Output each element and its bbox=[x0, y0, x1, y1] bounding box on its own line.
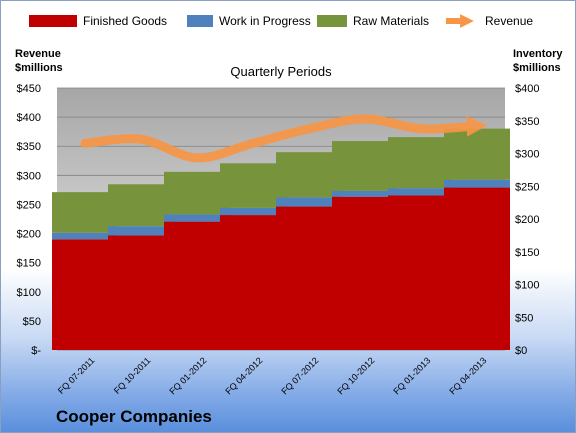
left-axis-title-line2: $millions bbox=[15, 62, 63, 74]
legend: Finished Goods Work in Progress Raw Mate… bbox=[29, 14, 533, 28]
right-tick-label: $400 bbox=[515, 83, 539, 95]
bar-finished-goods bbox=[444, 187, 510, 350]
chart-title: Quarterly Periods bbox=[230, 64, 332, 79]
legend-label-raw-materials: Raw Materials bbox=[353, 14, 429, 28]
revenue-line-path bbox=[80, 114, 488, 163]
bar-finished-goods bbox=[164, 221, 230, 350]
bar-work-in-progress bbox=[108, 226, 174, 236]
bar-finished-goods bbox=[332, 196, 398, 350]
left-tick-label: $350 bbox=[17, 141, 41, 153]
left-tick-label: $400 bbox=[17, 112, 41, 124]
right-tick-label: $300 bbox=[515, 149, 539, 161]
legend-swatch-finished-goods bbox=[29, 15, 77, 27]
legend-swatch-work-in-progress bbox=[187, 15, 213, 27]
bar-raw-materials bbox=[444, 128, 510, 180]
x-tick-label: FQ 07-2011 bbox=[56, 355, 97, 396]
right-tick-label: $250 bbox=[515, 181, 539, 193]
bar-raw-materials bbox=[276, 152, 342, 198]
x-tick-label: FQ 01-2012 bbox=[167, 355, 208, 396]
legend-label-work-in-progress: Work in Progress bbox=[219, 14, 311, 28]
bar-finished-goods bbox=[276, 206, 342, 350]
legend-label-revenue: Revenue bbox=[485, 14, 533, 28]
company-name: Cooper Companies bbox=[56, 407, 212, 426]
x-tick-label: FQ 10-2011 bbox=[112, 355, 153, 396]
right-tick-label: $100 bbox=[515, 280, 539, 292]
bar-raw-materials bbox=[220, 163, 286, 208]
left-tick-label: $100 bbox=[17, 287, 41, 299]
right-tick-label: $150 bbox=[515, 247, 539, 259]
x-tick-label: FQ 07-2012 bbox=[279, 355, 320, 396]
x-axis-ticks: FQ 07-2011 FQ 10-2011 FQ 01-2012 FQ 04-2012… bbox=[56, 355, 489, 396]
left-tick-label: $300 bbox=[17, 170, 41, 182]
bar-work-in-progress bbox=[52, 232, 118, 240]
revenue-line bbox=[80, 114, 488, 163]
bar-work-in-progress bbox=[388, 188, 454, 196]
bar-raw-materials bbox=[108, 184, 174, 227]
left-tick-label: $250 bbox=[17, 199, 41, 211]
bar-work-in-progress bbox=[220, 207, 286, 216]
left-tick-label: $- bbox=[31, 345, 41, 357]
bar-finished-goods bbox=[388, 195, 454, 350]
bar-finished-goods bbox=[52, 239, 118, 350]
x-tick-label: FQ 01-2013 bbox=[391, 355, 432, 396]
bar-work-in-progress bbox=[276, 197, 342, 207]
left-tick-label: $200 bbox=[17, 229, 41, 241]
bar-work-in-progress bbox=[444, 179, 510, 188]
right-tick-label: $0 bbox=[515, 345, 527, 357]
bar-work-in-progress bbox=[164, 214, 230, 222]
left-tick-label: $450 bbox=[17, 83, 41, 95]
right-tick-label: $50 bbox=[515, 312, 533, 324]
bars bbox=[52, 128, 510, 350]
bar-work-in-progress bbox=[332, 190, 398, 197]
right-axis-title-line2: $millions bbox=[513, 62, 561, 74]
right-tick-label: $350 bbox=[515, 116, 539, 128]
left-axis-title-line1: Revenue bbox=[15, 48, 61, 60]
bar-raw-materials bbox=[332, 141, 398, 191]
left-axis-ticks: $- $50 $100 $150 $200 $250 $300 $350 $400 $450 bbox=[17, 83, 42, 357]
bar-raw-materials bbox=[52, 192, 118, 233]
x-tick-label: FQ 10-2012 bbox=[335, 355, 376, 396]
left-tick-label: $150 bbox=[17, 258, 41, 270]
bar-raw-materials bbox=[164, 171, 230, 215]
x-tick-label: FQ 04-2012 bbox=[223, 355, 264, 396]
legend-label-finished-goods: Finished Goods bbox=[83, 14, 167, 28]
bar-finished-goods bbox=[220, 215, 286, 350]
left-tick-label: $50 bbox=[23, 316, 41, 328]
bar-finished-goods bbox=[108, 235, 174, 350]
bar-raw-materials bbox=[388, 137, 454, 189]
legend-swatch-raw-materials bbox=[317, 15, 347, 27]
right-tick-label: $200 bbox=[515, 214, 539, 226]
right-axis-ticks: $0 $50 $100 $150 $200 $250 $300 $350 $400 bbox=[515, 83, 539, 357]
right-axis-title-line1: Inventory bbox=[513, 48, 563, 60]
x-tick-label: FQ 04-2013 bbox=[447, 355, 488, 396]
